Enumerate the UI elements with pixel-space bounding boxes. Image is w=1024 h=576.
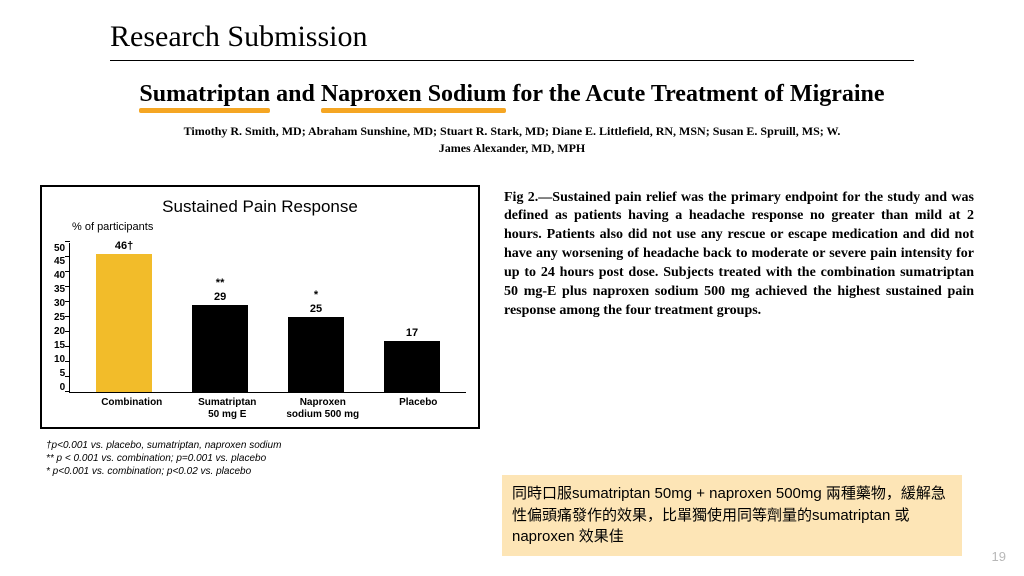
slide-number: 19 xyxy=(992,549,1006,564)
footnote-line: †p<0.001 vs. placebo, sumatriptan, napro… xyxy=(46,439,480,452)
bar xyxy=(384,341,440,392)
y-tick-mark xyxy=(65,271,70,272)
y-tick-mark xyxy=(65,316,70,317)
chart-column: Sustained Pain Response % of participant… xyxy=(40,185,480,478)
chart-ylabel: % of participants xyxy=(72,221,466,233)
x-tick-label: Naproxensodium 500 mg xyxy=(283,397,363,421)
bar-significance-marker: ** xyxy=(216,277,225,289)
y-tick-mark xyxy=(65,376,70,377)
bar-value-label: 17 xyxy=(406,327,418,339)
y-tick-label: 15 xyxy=(54,340,65,351)
x-tick-label: Combination xyxy=(92,397,172,421)
y-tick-label: 45 xyxy=(54,256,65,267)
y-tick-label: 5 xyxy=(60,368,66,379)
author-list: Timothy R. Smith, MD; Abraham Sunshine, … xyxy=(0,109,1024,157)
figure-caption: Fig 2.—Sustained pain relief was the pri… xyxy=(504,185,974,321)
title-part-1: Sumatriptan xyxy=(139,81,270,107)
orange-underline-icon xyxy=(321,108,507,113)
x-axis: Combination Sumatriptan50 mg E Naproxensod… xyxy=(54,393,466,421)
bars-container: 46† ** 29 * 25 17 xyxy=(70,243,466,392)
y-tick-mark xyxy=(65,361,70,362)
paper-title-wrap: Sumatriptan and Naproxen Sodium for the … xyxy=(0,61,1024,109)
x-tick-label: Placebo xyxy=(378,397,458,421)
y-tick-mark xyxy=(65,331,70,332)
bar-wrap: ** 29 xyxy=(190,277,250,392)
bar-wrap: 17 xyxy=(382,327,442,392)
y-tick-mark xyxy=(65,391,70,392)
y-tick-label: 10 xyxy=(54,354,65,365)
header: Research Submission xyxy=(0,0,1024,61)
bar-value-label: 29 xyxy=(214,291,226,303)
chart-canvas: 05101520253035404550 46†**29*2517 xyxy=(54,233,466,393)
y-axis: 05101520253035404550 xyxy=(54,243,69,393)
y-tick-label: 50 xyxy=(54,243,65,254)
bar-significance-marker: * xyxy=(314,289,318,301)
title-part-4: for the Acute Treatment of Migraine xyxy=(506,81,884,107)
y-tick-label: 25 xyxy=(54,312,65,323)
x-tick-label: Sumatriptan50 mg E xyxy=(187,397,267,421)
y-tick-mark xyxy=(65,286,70,287)
y-tick-label: 30 xyxy=(54,298,65,309)
chart-title: Sustained Pain Response xyxy=(54,197,466,217)
y-tick-mark xyxy=(65,241,70,242)
bar-value-label: 25 xyxy=(310,303,322,315)
chart-footnotes: †p<0.001 vs. placebo, sumatriptan, napro… xyxy=(40,429,480,478)
y-tick-label: 35 xyxy=(54,284,65,295)
bar xyxy=(96,254,152,392)
y-tick-mark xyxy=(65,256,70,257)
paper-title: Sumatriptan and Naproxen Sodium for the … xyxy=(139,79,884,109)
title-part-3: Naproxen Sodium xyxy=(321,81,507,107)
content-row: Sustained Pain Response % of participant… xyxy=(0,157,1024,478)
bar-value-label: 46† xyxy=(115,240,133,252)
y-tick-label: 40 xyxy=(54,270,65,281)
footnote-line: ** p < 0.001 vs. combination; p=0.001 vs… xyxy=(46,452,480,465)
y-tick-mark xyxy=(65,301,70,302)
caption-column: Fig 2.—Sustained pain relief was the pri… xyxy=(504,185,984,478)
orange-underline-icon xyxy=(139,108,270,113)
title-highlight-2: Naproxen Sodium xyxy=(321,79,507,109)
title-highlight-1: Sumatriptan xyxy=(139,79,270,109)
bar-wrap: 46† xyxy=(94,240,154,392)
bar xyxy=(192,305,248,392)
y-tick-mark xyxy=(65,346,70,347)
bar xyxy=(288,317,344,392)
footnote-line: * p<0.001 vs. combination; p<0.02 vs. pl… xyxy=(46,465,480,478)
section-heading: Research Submission xyxy=(110,20,914,61)
chart-plot-area: 46† ** 29 * 25 17 xyxy=(69,243,466,393)
annotation-note: 同時口服sumatriptan 50mg + naproxen 500mg 兩種… xyxy=(502,475,962,556)
chart-box: Sustained Pain Response % of participant… xyxy=(40,185,480,429)
y-tick-label: 20 xyxy=(54,326,65,337)
title-part-2: and xyxy=(270,81,321,107)
bar-wrap: * 25 xyxy=(286,289,346,392)
